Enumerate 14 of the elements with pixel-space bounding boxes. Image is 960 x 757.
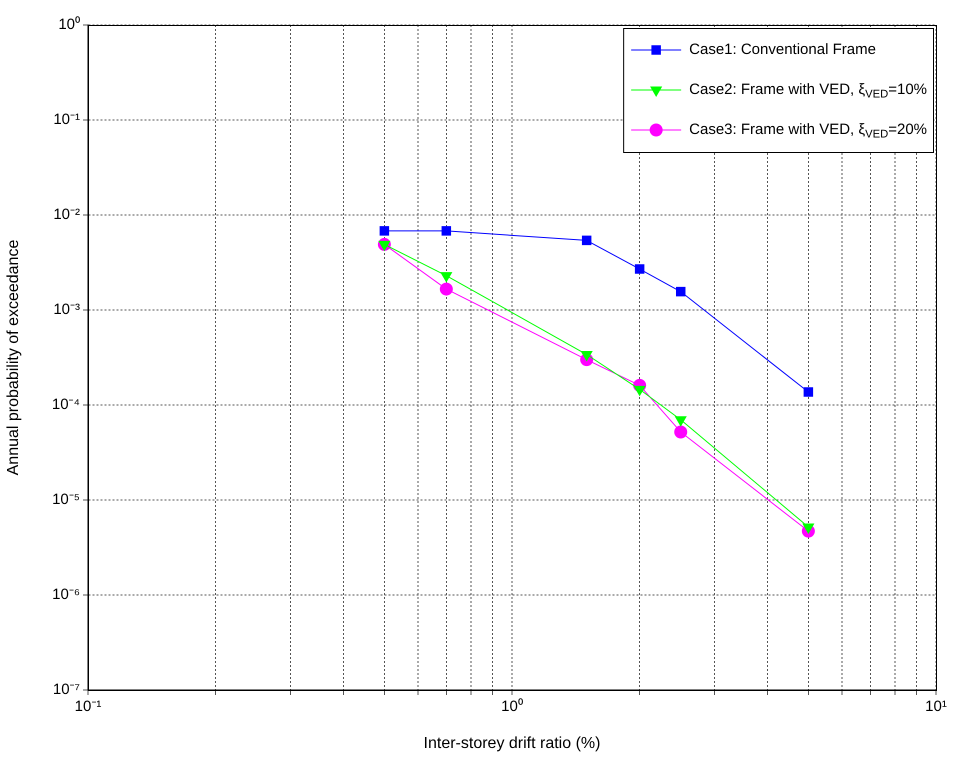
x-tick-label: 10⁰ (501, 698, 523, 716)
legend-label: Case1: Conventional Frame (689, 41, 876, 58)
x-tick-label: 10¹ (925, 698, 947, 716)
y-tick-label: 10⁻⁴ (52, 396, 80, 414)
y-tick-label: 10⁰ (58, 16, 80, 34)
x-axis-title: Inter-storey drift ratio (%) (424, 734, 600, 752)
y-tick-label: 10⁻³ (53, 301, 80, 318)
y-tick-label: 10⁻⁵ (52, 491, 80, 508)
y-axis-title: Annual probability of exceedance (5, 240, 22, 476)
y-tick-label: 10⁻¹ (53, 111, 80, 128)
y-tick-label: 10⁻⁶ (52, 586, 80, 604)
x-tick-label: 10⁻¹ (74, 698, 102, 716)
y-tick-label: 10⁻⁷ (52, 681, 80, 698)
y-tick-label: 10⁻² (53, 206, 80, 224)
